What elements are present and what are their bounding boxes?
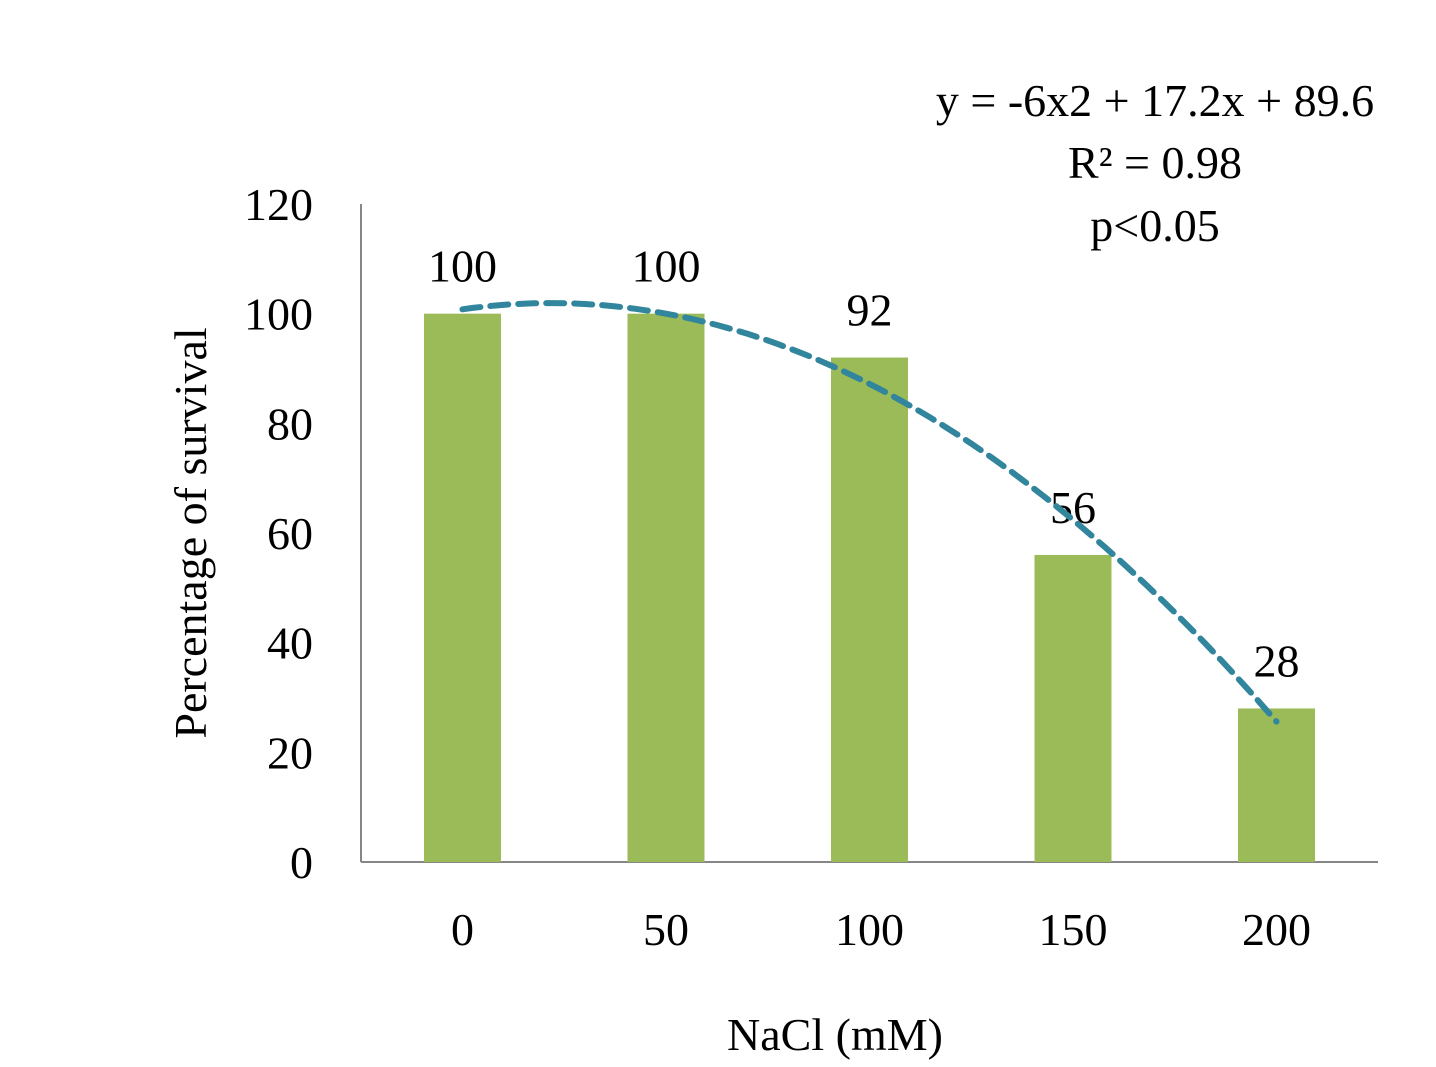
x-tick-label: 100 — [835, 904, 904, 955]
data-label: 28 — [1254, 635, 1300, 686]
data-label: 100 — [632, 241, 701, 292]
y-tick-label: 120 — [244, 179, 313, 230]
x-tick-label: 200 — [1242, 904, 1311, 955]
x-tick-label: 0 — [451, 904, 474, 955]
r-squared-label: R² = 0.98 — [1068, 137, 1242, 188]
trendline-equation: y = -6x2 + 17.2x + 89.6 — [936, 75, 1374, 126]
y-tick-label: 0 — [290, 837, 313, 888]
bar — [424, 313, 501, 863]
y-tick-label: 20 — [267, 727, 313, 778]
y-tick-label: 100 — [244, 289, 313, 340]
bar — [1034, 554, 1112, 862]
x-tick-label: 50 — [643, 904, 689, 955]
data-label: 92 — [847, 285, 893, 336]
x-axis-title: NaCl (mM) — [727, 1009, 943, 1060]
y-tick-label: 60 — [267, 508, 313, 559]
bar — [831, 357, 908, 862]
p-value-label: p<0.05 — [1090, 200, 1219, 251]
y-axis-title: Percentage of survival — [165, 327, 216, 738]
trendline — [459, 300, 1280, 725]
bar — [1238, 708, 1315, 862]
y-tick-label: 80 — [267, 398, 313, 449]
data-label: 100 — [428, 241, 497, 292]
x-tick-label: 150 — [1039, 904, 1108, 955]
bar — [627, 313, 705, 863]
y-tick-label: 40 — [267, 618, 313, 669]
